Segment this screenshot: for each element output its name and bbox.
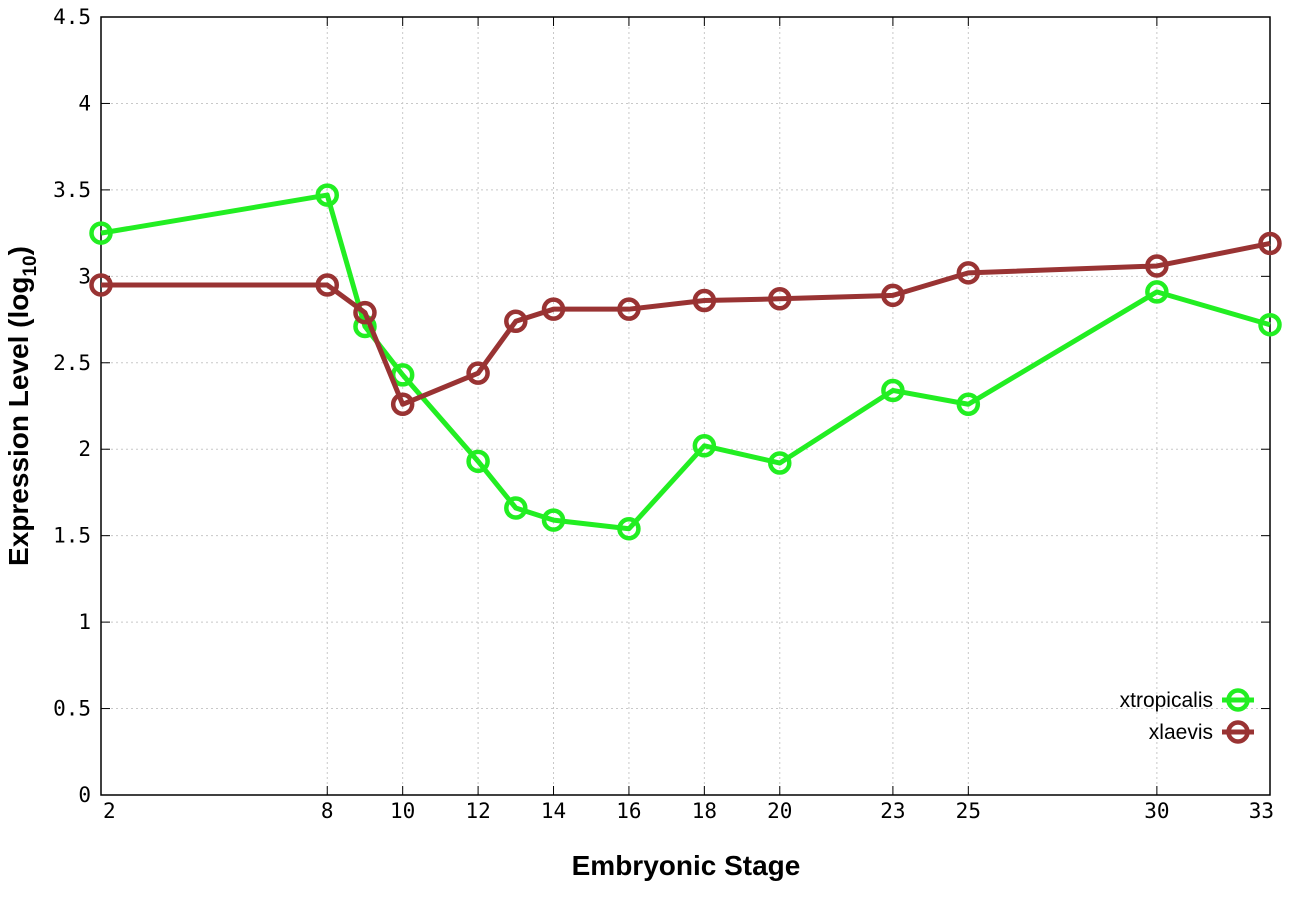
data-point — [956, 261, 981, 285]
series-xlaevis — [89, 231, 1282, 417]
data-point — [466, 449, 490, 474]
legend-label: xlaevis — [1149, 721, 1213, 744]
grid — [101, 17, 1270, 795]
data-point — [390, 363, 415, 387]
data-point — [617, 297, 641, 321]
series-xtropicalis — [89, 183, 1282, 541]
x-tick-label: 25 — [956, 799, 981, 823]
data-point — [315, 273, 340, 297]
x-tick-label: 30 — [1144, 799, 1169, 823]
y-tick-label: 4.5 — [53, 5, 91, 29]
data-point — [956, 392, 981, 417]
data-point — [353, 300, 377, 325]
data-point — [541, 508, 566, 532]
x-axis: 2 8 10 12 14 16 18 20 23 25 30 33 — [100, 17, 1274, 823]
x-tick-label: 18 — [692, 799, 717, 823]
data-point — [1145, 254, 1169, 278]
x-tick-label: 2 — [103, 799, 116, 823]
data-point — [768, 287, 792, 311]
data-point — [881, 378, 905, 403]
data-point — [89, 221, 113, 245]
x-tick-label: 12 — [465, 799, 490, 823]
x-tick-label: 20 — [767, 799, 792, 823]
x-tick-label: 33 — [1249, 799, 1274, 823]
data-point — [1145, 280, 1169, 304]
series-layer — [89, 183, 1282, 541]
series-line — [100, 192, 1271, 532]
y-axis-title: Expression Level (log10) — [3, 246, 41, 566]
y-tick-label: 3.5 — [53, 178, 91, 202]
x-tick-label: 10 — [390, 799, 415, 823]
y-tick-label: 0 — [78, 783, 91, 807]
data-point — [1258, 312, 1282, 337]
data-point — [89, 273, 113, 297]
legend: xtropicalis xlaevis — [1120, 688, 1254, 744]
data-point — [390, 392, 415, 417]
x-tick-label: 16 — [616, 799, 641, 823]
y-tick-label: 3 — [78, 264, 91, 288]
data-point — [315, 183, 340, 207]
legend-marker — [1226, 720, 1250, 744]
series-line — [101, 241, 1271, 407]
y-tick-label: 2.5 — [53, 351, 91, 375]
y-tick-label: 2 — [78, 437, 91, 461]
data-point — [692, 288, 717, 313]
data-point — [617, 517, 641, 541]
plot-frame — [100, 16, 1271, 796]
y-tick-label: 4 — [78, 91, 91, 115]
x-tick-label: 14 — [541, 799, 566, 823]
data-point — [768, 451, 792, 475]
x-tick-label: 23 — [880, 799, 905, 823]
data-point — [541, 297, 566, 321]
data-point — [881, 283, 905, 308]
y-tick-label: 1.5 — [53, 524, 91, 548]
data-point — [504, 496, 528, 520]
legend-label: xtropicalis — [1120, 689, 1213, 712]
x-tick-label: 8 — [321, 799, 334, 823]
data-point — [466, 361, 490, 385]
y-tick-label: 1 — [78, 610, 91, 634]
y-tick-label: 0.5 — [53, 697, 91, 721]
legend-marker — [1226, 688, 1250, 712]
y-axis: 0 0.5 1 1.5 2 2.5 3 3.5 4 4.5 — [53, 5, 1270, 807]
data-point — [692, 434, 717, 458]
x-axis-title: Embryonic Stage — [572, 850, 801, 881]
data-point — [504, 309, 528, 334]
data-point — [1258, 231, 1282, 256]
